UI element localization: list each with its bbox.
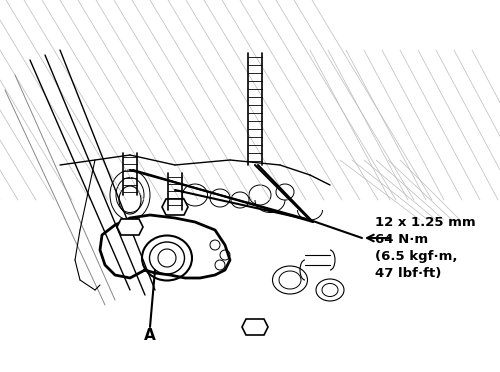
Polygon shape	[117, 219, 143, 235]
Polygon shape	[242, 319, 268, 335]
Polygon shape	[162, 199, 188, 215]
Text: 12 x 1.25 mm
64 N·m
(6.5 kgf·m,
47 lbf·ft): 12 x 1.25 mm 64 N·m (6.5 kgf·m, 47 lbf·f…	[375, 216, 476, 280]
Text: A: A	[144, 327, 156, 343]
